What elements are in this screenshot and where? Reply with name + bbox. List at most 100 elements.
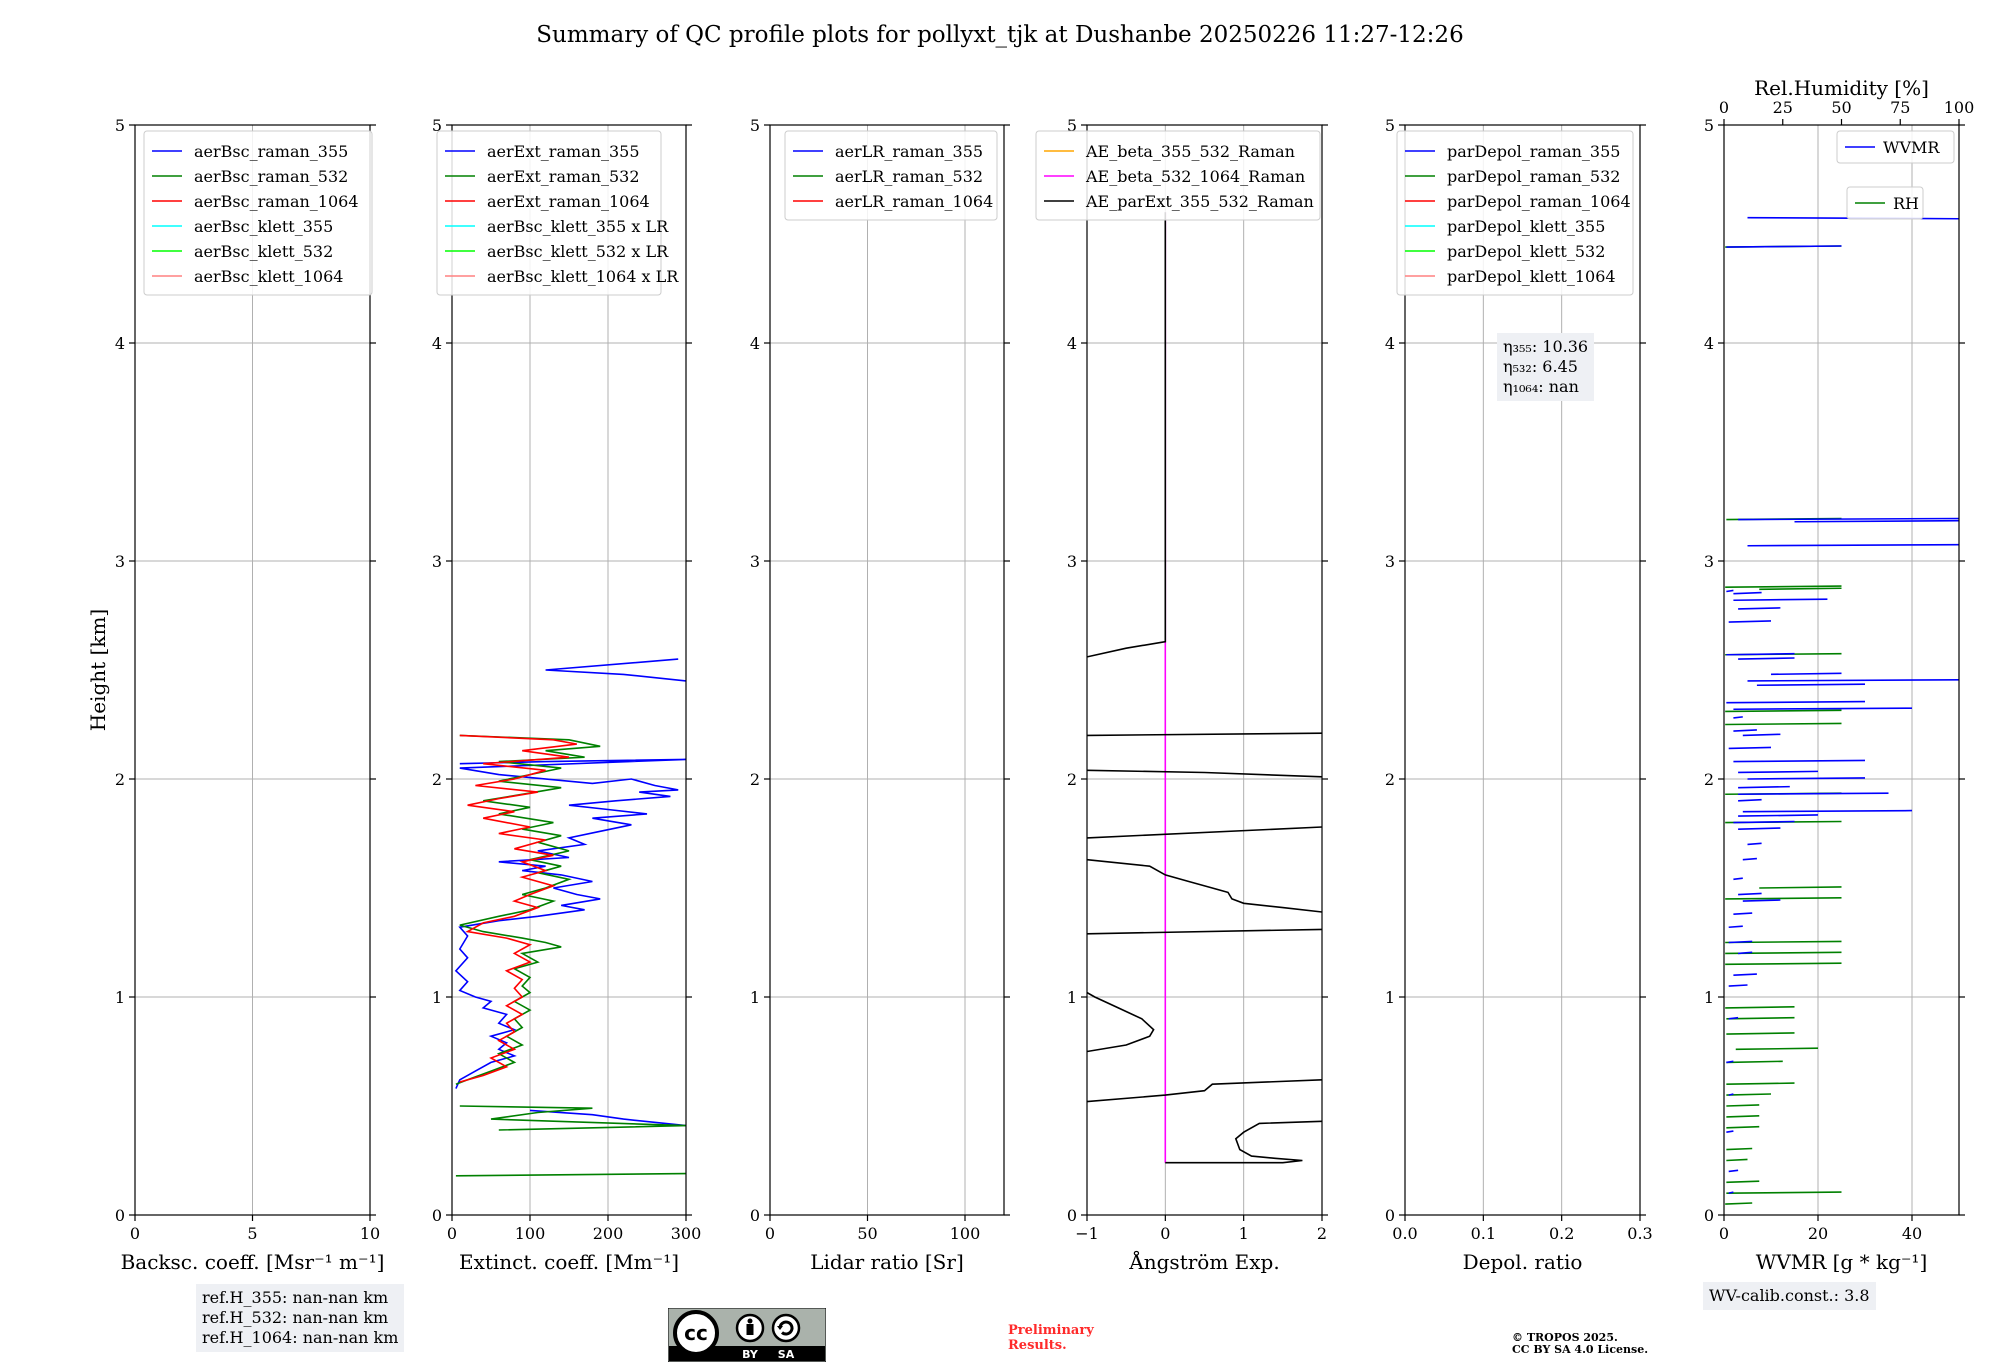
y-tick-label: 1 <box>432 988 442 1007</box>
segment-WVMR <box>1747 842 1762 846</box>
legend-label: aerBsc_klett_1064 <box>194 267 343 286</box>
series-line-AE_parExt_d <box>1087 826 1322 839</box>
ref-h-532: ref.H_532: nan-nan km <box>202 1308 389 1327</box>
subplot-lr: 0 50 100 0 1 2 3 4 5 Lidar ratio [Sr] aerLR_raman_… <box>750 116 1010 1274</box>
axes-frame <box>769 124 1005 1216</box>
legend-label: parDepol_klett_1064 <box>1447 267 1616 286</box>
x2-tick-label: 50 <box>1831 98 1851 117</box>
legend: aerBsc_raman_355 aerBsc_raman_532 aerBsc_r… <box>143 130 373 296</box>
legend-label: aerExt_raman_1064 <box>487 192 650 211</box>
copyright-line1: © TROPOS 2025. <box>1512 1331 1618 1344</box>
segment-RH <box>1726 1147 1753 1151</box>
y-tick-label: 0 <box>1704 1206 1714 1225</box>
y-tick-label: 1 <box>750 988 760 1007</box>
subplot-wv: 0 20 40 0 1 2 3 4 5 WVMR [g * kg⁻¹] 0 25 50 75 100 Rel.… <box>1704 76 1974 1274</box>
legend-label: aerBsc_klett_1064 x LR <box>487 267 679 286</box>
segment-RH <box>1759 886 1842 889</box>
series-group <box>1087 212 1322 1164</box>
axes-frame <box>1086 124 1323 1216</box>
segment-WVMR <box>1733 973 1757 976</box>
segment-WVMR <box>1738 657 1795 660</box>
legend-frame <box>784 130 998 221</box>
y-tick-label: 5 <box>750 116 760 135</box>
x-tick-label: 40 <box>1902 1224 1922 1243</box>
segment-WVMR <box>1733 598 1828 602</box>
y-tick-label: 4 <box>1067 334 1077 353</box>
segment-WVMR <box>1726 652 1795 656</box>
legend-label: AE_beta_355_532_Raman <box>1085 142 1295 161</box>
legend-label: aerExt_raman_532 <box>487 167 640 186</box>
x-tick-label: 2 <box>1317 1224 1327 1243</box>
segment-WVMR <box>1738 770 1819 774</box>
segment-WVMR <box>1726 1130 1734 1133</box>
y-tick-label: 0 <box>1067 1206 1077 1225</box>
legend-label: aerLR_raman_355 <box>835 142 983 161</box>
legend-label: WVMR <box>1883 138 1940 157</box>
segment-RH <box>1726 1104 1760 1107</box>
segment-WVMR <box>1728 1093 1734 1096</box>
axes-frame <box>1404 124 1641 1216</box>
y-tick-label: 1 <box>1385 988 1395 1007</box>
legend-frame <box>1836 130 1955 164</box>
segment-RH <box>1759 587 1842 591</box>
y-tick-label: 5 <box>432 116 442 135</box>
y-tick-label: 2 <box>1067 770 1077 789</box>
x-tick-label: 0.2 <box>1549 1224 1574 1243</box>
series-line-AE_parExt_h <box>1087 1079 1322 1103</box>
legend-label: aerExt_raman_355 <box>487 142 640 161</box>
segment-WVMR <box>1738 607 1781 610</box>
y-tick-label: 3 <box>750 552 760 571</box>
x-tick-label: 0.3 <box>1627 1224 1652 1243</box>
series-line-aerExt_raman_1064 <box>459 734 577 1083</box>
x2-tick-label: 0 <box>1719 98 1729 117</box>
segment-WVMR <box>1738 798 1762 802</box>
legend-frame <box>436 130 662 296</box>
x-axis-label: Ångström Exp. <box>1128 1249 1279 1274</box>
wv-calib-box: WV-calib.const.: 3.8 <box>1703 1282 1876 1310</box>
segment-RH <box>1726 1032 1795 1035</box>
segment-WVMR <box>1728 984 1748 987</box>
x-axis-label: WVMR [g * kg⁻¹] <box>1756 1250 1928 1274</box>
y-tick-label: 2 <box>1704 770 1714 789</box>
x-tick-label: 0 <box>130 1224 140 1243</box>
preliminary-note: Preliminary Results. <box>1008 1323 1094 1353</box>
series-line-AE_parExt_e <box>1087 858 1322 913</box>
legend-label: aerBsc_raman_1064 <box>194 192 359 211</box>
y-tick-label: 3 <box>432 552 442 571</box>
series-line-AE_parExt_g <box>1087 991 1155 1053</box>
y-tick-label: 4 <box>432 334 442 353</box>
legend: AE_beta_355_532_Raman AE_beta_532_1064_Ra… <box>1035 130 1321 221</box>
segment-RH <box>1735 1047 1819 1051</box>
segment-RH <box>1726 1115 1760 1118</box>
subplot-depol: 0.0 0.1 0.2 0.3 0 1 2 3 4 5 Depol. ratio parDepol_r… <box>1385 116 1653 1274</box>
segment-RH <box>1726 1180 1760 1184</box>
segment-WVMR <box>1747 679 1959 682</box>
legend-frame <box>1035 130 1321 221</box>
cc-by-sa-badge: cc BY SA <box>668 1308 826 1362</box>
segment-WVMR <box>1726 700 1866 704</box>
y-axis-label: Height [km] <box>86 609 110 731</box>
segment-WVMR <box>1742 857 1757 861</box>
series-group <box>454 658 686 1177</box>
y-tick-label: 1 <box>1704 988 1714 1007</box>
segment-WVMR <box>1733 820 1795 824</box>
legend-label: aerLR_raman_1064 <box>835 192 993 211</box>
segment-WVMR <box>1728 1191 1734 1194</box>
legend-label: aerBsc_klett_532 <box>194 242 333 261</box>
y-tick-label: 0 <box>115 1206 125 1225</box>
y-tick-label: 4 <box>1704 334 1714 353</box>
segment-WVMR <box>1770 672 1842 676</box>
cc-icon: cc <box>684 1321 708 1345</box>
series-line-AE_parExt_f <box>1087 928 1322 935</box>
x-tick-label: 0 <box>1719 1224 1729 1243</box>
segment-WVMR <box>1733 729 1757 732</box>
legend-label: RH <box>1893 194 1919 213</box>
segment-WVMR <box>1738 792 1889 796</box>
eta-1064: η₁₀₆₄: nan <box>1503 377 1579 396</box>
segment-WVMR <box>1733 759 1866 763</box>
y-tick-label: 2 <box>750 770 760 789</box>
x-tick-label: 10 <box>360 1224 380 1243</box>
segment-RH <box>1726 1082 1795 1085</box>
